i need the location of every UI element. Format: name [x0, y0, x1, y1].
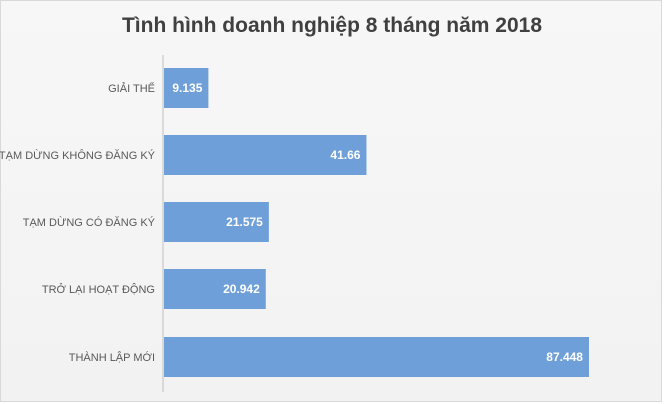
bar-0: [164, 68, 209, 108]
bar-3: [164, 269, 266, 309]
chart-title: Tình hình doanh nghiệp 8 tháng năm 2018: [121, 14, 543, 37]
bar-4: [164, 337, 589, 377]
category-label: TRỞ LẠI HOẠT ĐỘNG: [42, 283, 155, 296]
bar-2: [164, 202, 269, 242]
category-label: THÀNH LẬP MỚI: [69, 351, 155, 364]
category-label: GIẢI THỂ: [108, 82, 155, 95]
bar-1: [164, 135, 367, 175]
data-label: 9.135: [172, 81, 202, 95]
data-label: 20.942: [223, 282, 260, 296]
category-label: TẠM DỪNG KHÔNG ĐĂNG KÝ: [0, 149, 156, 162]
category-label: TẠM DỪNG CÓ ĐĂNG KÝ: [23, 216, 156, 229]
data-label: 21.575: [226, 215, 263, 229]
data-label: 87.448: [546, 350, 583, 364]
data-label: 41.66: [330, 148, 360, 162]
